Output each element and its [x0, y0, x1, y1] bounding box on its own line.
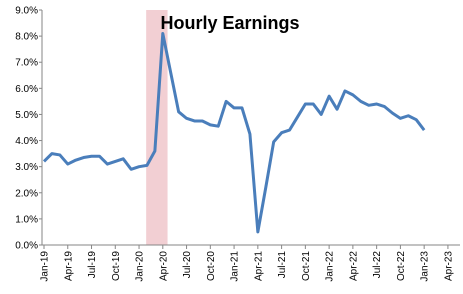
- y-tick-label: 2.0%: [15, 188, 38, 199]
- y-tick-label: 8.0%: [15, 32, 38, 43]
- y-tick-label: 6.0%: [15, 84, 38, 95]
- x-tick-label: Jul-21: [277, 251, 288, 279]
- x-tick-label: Jul-22: [372, 251, 383, 279]
- x-tick-label: Oct-22: [396, 251, 407, 281]
- x-tick-label: Apr-20: [158, 251, 169, 281]
- x-tick-label: Oct-20: [206, 251, 217, 281]
- x-tick-label: Jan-22: [325, 251, 336, 282]
- x-tick-label: Oct-21: [301, 251, 312, 281]
- y-tick-label: 4.0%: [15, 136, 38, 147]
- x-tick-label: Apr-23: [443, 251, 454, 281]
- x-tick-label: Jul-19: [87, 251, 98, 279]
- y-tick-label: 1.0%: [15, 214, 38, 225]
- x-tick-label: Jan-23: [420, 251, 431, 282]
- x-tick-label: Jul-20: [182, 251, 193, 279]
- y-tick-label: 5.0%: [15, 110, 38, 121]
- x-tick-label: Jan-21: [230, 251, 241, 282]
- chart-title: Hourly Earnings: [160, 13, 299, 33]
- y-tick-label: 0.0%: [15, 241, 38, 252]
- x-tick-label: Oct-19: [111, 251, 122, 281]
- x-tick-label: Apr-19: [63, 251, 74, 281]
- y-tick-label: 7.0%: [15, 58, 38, 69]
- data-line: [42, 32, 426, 234]
- x-tick-label: Apr-22: [348, 251, 359, 281]
- x-tick-label: Jan-19: [40, 251, 51, 282]
- y-tick-label: 3.0%: [15, 162, 38, 173]
- x-tick-label: Apr-21: [253, 251, 264, 281]
- x-tick-label: Jan-20: [135, 251, 146, 282]
- y-tick-label: 9.0%: [15, 6, 38, 17]
